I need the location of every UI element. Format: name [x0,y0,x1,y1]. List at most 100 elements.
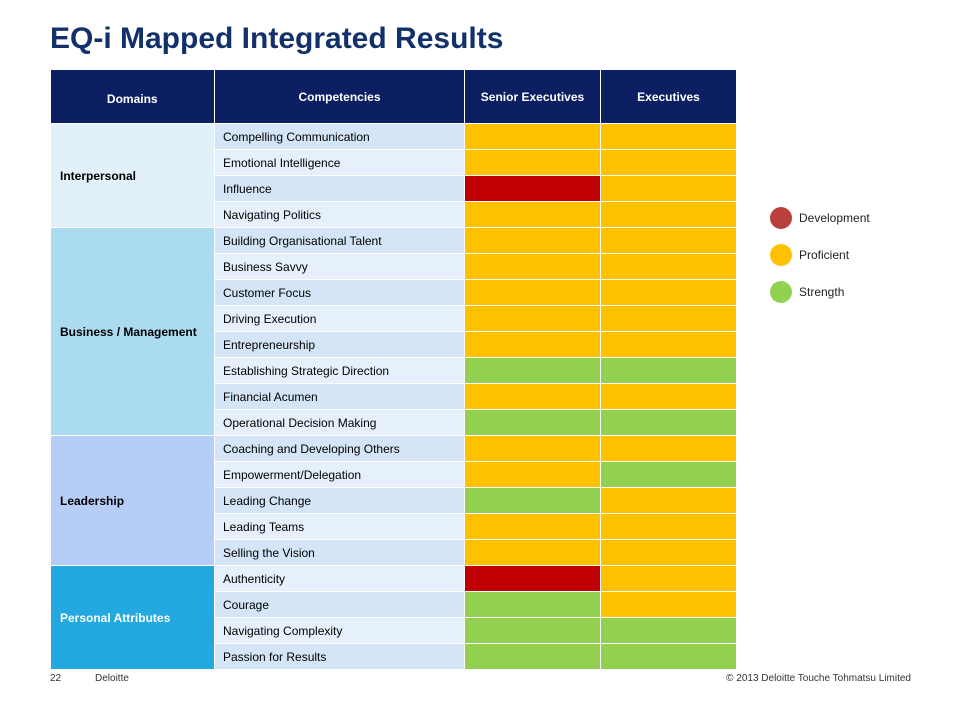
executives-rating-cell [600,305,737,332]
senior-executives-rating-cell [464,201,601,228]
executives-rating-cell [600,123,737,150]
executives-rating-cell [600,175,737,202]
competency-cell: Establishing Strategic Direction [214,357,465,384]
competency-cell: Coaching and Developing Others [214,435,465,462]
table-row: Business Savvy [51,253,737,280]
competency-cell: Passion for Results [214,643,465,670]
table-row: Emotional Intelligence [51,149,737,176]
table-header-row: Domains Competencies Senior Executives E… [50,70,737,124]
executives-rating-cell [600,617,737,644]
competency-cell: Entrepreneurship [214,331,465,358]
competency-cell: Influence [214,175,465,202]
senior-executives-rating-cell [464,253,601,280]
table-row: Selling the Vision [51,539,737,566]
table-row: Courage [51,591,737,618]
executives-rating-cell [600,643,737,670]
results-table: Domains Competencies Senior Executives E… [50,70,737,670]
table-row: Interpersonal Compelling Communication [50,123,737,228]
executives-rating-cell [600,149,737,176]
header-executives: Executives [600,70,737,124]
page-title: EQ-i Mapped Integrated Results [50,22,504,55]
competency-cell: Leading Change [214,487,465,514]
senior-executives-rating-cell [464,461,601,488]
legend-item-strength: Strength [770,281,870,303]
table-row: Empowerment/Delegation [51,461,737,488]
executives-rating-cell [600,253,737,280]
legend-swatch-strength [770,281,792,303]
competency-cell: Leading Teams [214,513,465,540]
competency-cell: Navigating Complexity [214,617,465,644]
domain-cell: Leadership [50,435,215,566]
table-row: Leadership Coaching and Developing Others [50,435,737,566]
executives-rating-cell [600,331,737,358]
table-body: Interpersonal Compelling Communication Emo… [50,123,737,670]
executives-rating-cell [600,461,737,488]
senior-executives-rating-cell [464,617,601,644]
senior-executives-rating-cell [464,123,601,150]
senior-executives-rating-cell [464,331,601,358]
senior-executives-rating-cell [464,643,601,670]
senior-executives-rating-cell [464,383,601,410]
senior-executives-rating-cell [464,409,601,436]
senior-executives-rating-cell [464,513,601,540]
executives-rating-cell [600,435,737,462]
footer-copyright: © 2013 Deloitte Touche Tohmatsu Limited [726,673,911,684]
competency-cell: Customer Focus [214,279,465,306]
competency-cell: Driving Execution [214,305,465,332]
legend-item-development: Development [770,207,870,229]
senior-executives-rating-cell [464,227,601,254]
senior-executives-rating-cell [464,487,601,514]
competency-cell: Navigating Politics [214,201,465,228]
legend-swatch-development [770,207,792,229]
executives-rating-cell [600,565,737,592]
legend-swatch-proficient [770,244,792,266]
competency-cell: Authenticity [214,565,465,592]
header-domains: Domains [50,70,215,124]
executives-rating-cell [600,279,737,306]
competency-cell: Selling the Vision [214,539,465,566]
competency-cell: Financial Acumen [214,383,465,410]
senior-executives-rating-cell [464,591,601,618]
senior-executives-rating-cell [464,565,601,592]
legend-item-proficient: Proficient [770,244,870,266]
domain-cell: Business / Management [50,227,215,436]
executives-rating-cell [600,201,737,228]
header-competencies: Competencies [214,70,465,124]
table-row: Influence [51,175,737,202]
executives-rating-cell [600,383,737,410]
executives-rating-cell [600,513,737,540]
competency-cell: Business Savvy [214,253,465,280]
competency-cell: Emotional Intelligence [214,149,465,176]
senior-executives-rating-cell [464,435,601,462]
legend-label: Strength [799,285,845,299]
domain-cell: Interpersonal [50,123,215,228]
table-row: Customer Focus [51,279,737,306]
executives-rating-cell [600,227,737,254]
legend-label: Development [799,211,870,225]
competency-cell: Courage [214,591,465,618]
executives-rating-cell [600,487,737,514]
legend: Development Proficient Strength [770,207,870,318]
executives-rating-cell [600,591,737,618]
table-row: Passion for Results [51,643,737,670]
senior-executives-rating-cell [464,175,601,202]
table-row: Establishing Strategic Direction [51,357,737,384]
competency-cell: Compelling Communication [214,123,465,150]
senior-executives-rating-cell [464,305,601,332]
senior-executives-rating-cell [464,539,601,566]
table-row: Personal Attributes Authenticity [50,565,737,670]
competency-cell: Empowerment/Delegation [214,461,465,488]
domain-cell: Personal Attributes [50,565,215,670]
competency-cell: Building Organisational Talent [214,227,465,254]
table-row: Navigating Complexity [51,617,737,644]
footer-page-number: 22 [50,673,62,684]
table-row: Leading Teams [51,513,737,540]
table-row: Financial Acumen [51,383,737,410]
senior-executives-rating-cell [464,279,601,306]
senior-executives-rating-cell [464,149,601,176]
competency-cell: Operational Decision Making [214,409,465,436]
header-senior-executives: Senior Executives [464,70,601,124]
footer-company: Deloitte [95,673,129,684]
table-row: Entrepreneurship [51,331,737,358]
legend-label: Proficient [799,248,850,262]
